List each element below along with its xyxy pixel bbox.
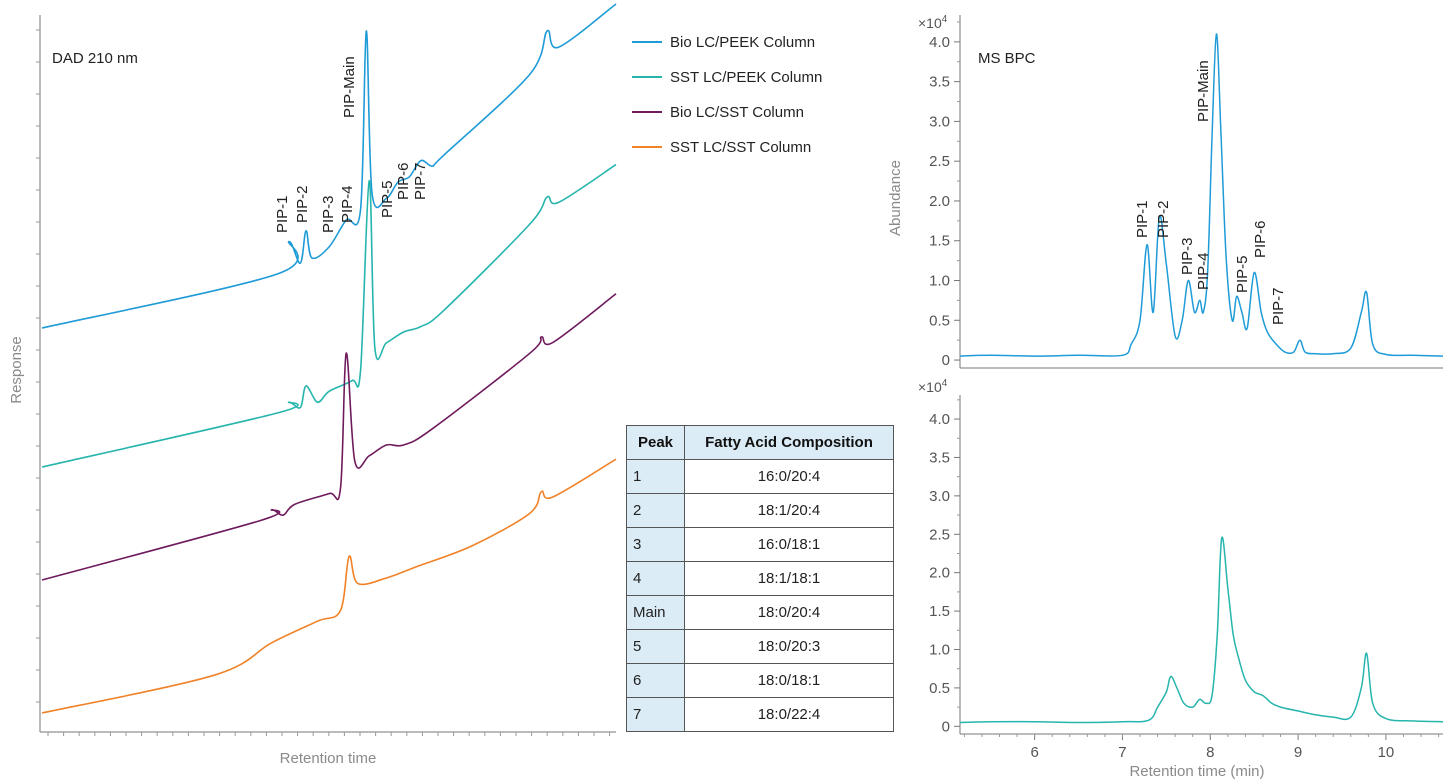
right-x-axis-label: Retention time (min) — [1129, 763, 1264, 780]
trace-line — [41, 163, 617, 468]
bottom-trace — [959, 536, 1443, 724]
left-annotation: DAD 210 nm — [52, 50, 138, 67]
y-tick-label: 2.5 — [929, 153, 950, 170]
y-tick-label: 3.0 — [929, 113, 950, 130]
peak-label: PIP-5 — [1234, 255, 1251, 293]
peak-label: PIP-3 — [320, 195, 337, 233]
peak-label: PIP-2 — [294, 185, 311, 223]
right-bottom-panel: ×104 0 0.5 1.0 1.5 2.0 2.5 3.0 3.5 4.0 6 7 8 9 10 Ret… — [918, 378, 1443, 780]
table-row: 7 18:0/22:4 — [626, 697, 894, 732]
y-tick-label: 1.0 — [929, 273, 950, 290]
peak-label: PIP-7 — [412, 162, 429, 200]
composition-cell: 18:0/18:1 — [684, 663, 894, 698]
peak-cell: 2 — [626, 493, 685, 528]
peak-cell: Main — [626, 595, 685, 630]
left-y-ticks — [36, 29, 40, 703]
y-tick-label: 2.0 — [929, 193, 950, 210]
peak-label: PIP-6 — [1252, 220, 1269, 258]
peak-label: PIP-3 — [1179, 237, 1196, 275]
x-tick-label: 8 — [1206, 744, 1214, 761]
top-annotation: MS BPC — [978, 50, 1036, 67]
peak-header: Peak — [626, 425, 685, 460]
trace-line — [959, 536, 1443, 724]
left-x-axis-label: Retention time — [280, 750, 377, 767]
peak-label: PIP-4 — [1195, 252, 1212, 290]
y-tick-label: 0.5 — [929, 680, 950, 697]
table-row: Main 18:0/20:4 — [626, 595, 894, 630]
table-row: 1 16:0/20:4 — [626, 459, 894, 494]
y-tick-label: 3.0 — [929, 488, 950, 505]
top-multiplier: ×104 — [918, 14, 948, 31]
composition-cell: 18:0/22:4 — [684, 697, 894, 732]
x-tick-label: 9 — [1294, 744, 1302, 761]
right-y-axis-label: Abundance — [887, 160, 904, 236]
table-row: 3 16:0/18:1 — [626, 527, 894, 562]
left-panel: DAD 210 nm Retention time Response PIP-1… — [8, 3, 822, 767]
peak-label: PIP-Main — [341, 56, 358, 118]
y-tick-label: 2.0 — [929, 565, 950, 582]
y-tick-label: 3.5 — [929, 74, 950, 91]
composition-cell: 18:0/20:3 — [684, 629, 894, 664]
legend-label: Bio LC/PEEK Column — [670, 34, 815, 51]
legend-label: SST LC/SST Column — [670, 139, 811, 156]
peak-label: PIP-7 — [1270, 287, 1287, 325]
table-row: 4 18:1/18:1 — [626, 561, 894, 596]
composition-cell: 18:1/18:1 — [684, 561, 894, 596]
bottom-axis-ticks: 0 0.5 1.0 1.5 2.0 2.5 3.0 3.5 4.0 6 7 8 9 10 — [929, 399, 1440, 761]
left-peak-labels: PIP-1 PIP-2 PIP-3 PIP-4 PIP-Main PIP-5 PIP-6 PI… — [274, 56, 429, 233]
y-tick-label: 0 — [942, 352, 950, 369]
peak-label: PIP-Main — [1195, 60, 1212, 122]
peak-cell: 4 — [626, 561, 685, 596]
top-y-ticks: 0 0.5 1.0 1.5 2.0 2.5 3.0 3.5 4.0 — [929, 21, 960, 369]
top-trace — [959, 33, 1443, 357]
y-tick-label: 1.5 — [929, 603, 950, 620]
legend: Bio LC/PEEK Column SST LC/PEEK Column Bio … — [632, 34, 822, 156]
y-tick-label: 4.0 — [929, 411, 950, 428]
y-tick-label: 1.5 — [929, 233, 950, 250]
legend-label: SST LC/PEEK Column — [670, 69, 822, 86]
composition-cell: 18:1/20:4 — [684, 493, 894, 528]
trace-line — [41, 3, 617, 329]
peak-label: PIP-1 — [1134, 200, 1151, 238]
right-top-panel: ×104 0 0.5 1.0 1.5 2.0 2.5 3.0 3.5 4.0 MS BPC Ab… — [887, 14, 1443, 369]
left-traces — [41, 3, 617, 714]
peak-label: PIP-6 — [395, 162, 412, 200]
peak-table-header-row: Peak Fatty Acid Composition — [626, 425, 894, 460]
trace-line — [41, 458, 617, 714]
trace-line — [959, 33, 1443, 357]
left-y-axis-label: Response — [8, 336, 25, 404]
peak-cell: 5 — [626, 629, 685, 664]
table-row: 5 18:0/20:3 — [626, 629, 894, 664]
y-tick-label: 1.0 — [929, 642, 950, 659]
y-tick-label: 0.5 — [929, 312, 950, 329]
table-row: 6 18:0/18:1 — [626, 663, 894, 698]
composition-cell: 16:0/18:1 — [684, 527, 894, 562]
peak-label: PIP-2 — [1155, 200, 1172, 238]
y-tick-label: 2.5 — [929, 526, 950, 543]
peak-cell: 1 — [626, 459, 685, 494]
peak-label: PIP-4 — [339, 185, 356, 223]
bottom-multiplier: ×104 — [918, 378, 948, 395]
x-tick-label: 6 — [1030, 744, 1038, 761]
left-x-ticks — [47, 732, 611, 736]
peak-label: PIP-1 — [274, 195, 291, 233]
trace-line — [41, 293, 617, 581]
y-tick-label: 4.0 — [929, 34, 950, 51]
fatty-acid-header: Fatty Acid Composition — [684, 425, 894, 460]
peak-cell: 7 — [626, 697, 685, 732]
composition-cell: 16:0/20:4 — [684, 459, 894, 494]
peak-cell: 3 — [626, 527, 685, 562]
y-tick-label: 3.5 — [929, 449, 950, 466]
table-row: 2 18:1/20:4 — [626, 493, 894, 528]
peak-table: Peak Fatty Acid Composition 1 16:0/20:4 2… — [626, 425, 894, 732]
peak-label: PIP-5 — [379, 180, 396, 218]
legend-label: Bio LC/SST Column — [670, 104, 804, 121]
x-tick-label: 7 — [1118, 744, 1126, 761]
y-tick-label: 0 — [942, 718, 950, 735]
composition-cell: 18:0/20:4 — [684, 595, 894, 630]
x-tick-label: 10 — [1378, 744, 1395, 761]
peak-cell: 6 — [626, 663, 685, 698]
